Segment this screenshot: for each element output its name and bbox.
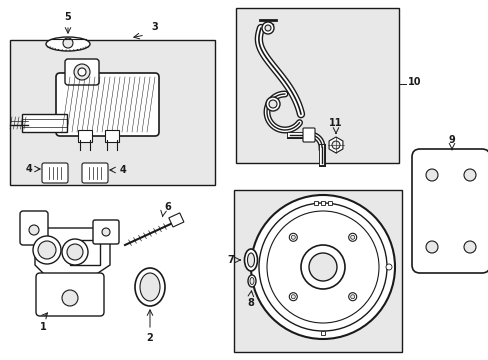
Bar <box>10 40 215 185</box>
Polygon shape <box>328 137 342 153</box>
FancyBboxPatch shape <box>56 73 159 136</box>
Bar <box>105 130 119 142</box>
Circle shape <box>289 233 297 241</box>
Circle shape <box>29 225 39 235</box>
Circle shape <box>63 38 73 48</box>
Circle shape <box>425 169 437 181</box>
Text: 10: 10 <box>407 77 421 87</box>
Text: 4: 4 <box>25 164 32 174</box>
Bar <box>327 201 331 205</box>
FancyBboxPatch shape <box>36 273 104 316</box>
Bar <box>168 213 183 227</box>
FancyBboxPatch shape <box>42 163 68 183</box>
Ellipse shape <box>46 37 90 51</box>
FancyBboxPatch shape <box>65 59 99 85</box>
Circle shape <box>350 235 354 239</box>
Bar <box>234 190 401 352</box>
Circle shape <box>463 241 475 253</box>
Circle shape <box>348 233 356 241</box>
Circle shape <box>250 195 394 339</box>
FancyBboxPatch shape <box>93 220 119 244</box>
Text: 4: 4 <box>120 165 126 175</box>
Ellipse shape <box>247 275 256 287</box>
Bar <box>236 8 398 163</box>
Polygon shape <box>35 228 110 285</box>
FancyBboxPatch shape <box>82 163 108 183</box>
Text: 1: 1 <box>40 322 46 332</box>
Circle shape <box>78 68 86 76</box>
Ellipse shape <box>140 273 160 301</box>
Circle shape <box>38 241 56 259</box>
Circle shape <box>291 235 295 239</box>
Circle shape <box>67 244 83 260</box>
Text: 7: 7 <box>227 255 234 265</box>
Circle shape <box>268 100 276 108</box>
Circle shape <box>291 295 295 299</box>
Circle shape <box>62 290 78 306</box>
Ellipse shape <box>247 253 254 267</box>
Bar <box>78 130 92 142</box>
Circle shape <box>259 203 386 331</box>
Circle shape <box>331 141 339 149</box>
Text: 2: 2 <box>146 333 153 343</box>
FancyBboxPatch shape <box>20 211 48 245</box>
Text: 3: 3 <box>151 22 158 32</box>
Text: 6: 6 <box>164 202 171 212</box>
Text: 8: 8 <box>247 298 254 308</box>
FancyBboxPatch shape <box>303 128 314 142</box>
Circle shape <box>102 228 110 236</box>
Circle shape <box>308 253 336 281</box>
Circle shape <box>74 64 90 80</box>
Circle shape <box>289 293 297 301</box>
Circle shape <box>265 97 280 111</box>
Text: 5: 5 <box>64 12 71 22</box>
Circle shape <box>385 264 391 270</box>
Circle shape <box>348 293 356 301</box>
Circle shape <box>301 245 345 289</box>
Circle shape <box>62 239 88 265</box>
Circle shape <box>266 211 378 323</box>
Circle shape <box>262 22 273 34</box>
Bar <box>70 240 100 265</box>
Circle shape <box>33 236 61 264</box>
Circle shape <box>264 25 270 31</box>
Ellipse shape <box>244 249 257 271</box>
Text: 9: 9 <box>447 135 454 145</box>
Circle shape <box>350 295 354 299</box>
FancyBboxPatch shape <box>411 149 488 273</box>
Ellipse shape <box>135 268 164 306</box>
Bar <box>320 331 325 335</box>
Bar <box>320 201 325 205</box>
Bar <box>22 114 67 132</box>
Circle shape <box>425 241 437 253</box>
Circle shape <box>463 169 475 181</box>
Text: 11: 11 <box>328 118 342 128</box>
Ellipse shape <box>249 278 253 284</box>
Bar <box>313 201 317 205</box>
